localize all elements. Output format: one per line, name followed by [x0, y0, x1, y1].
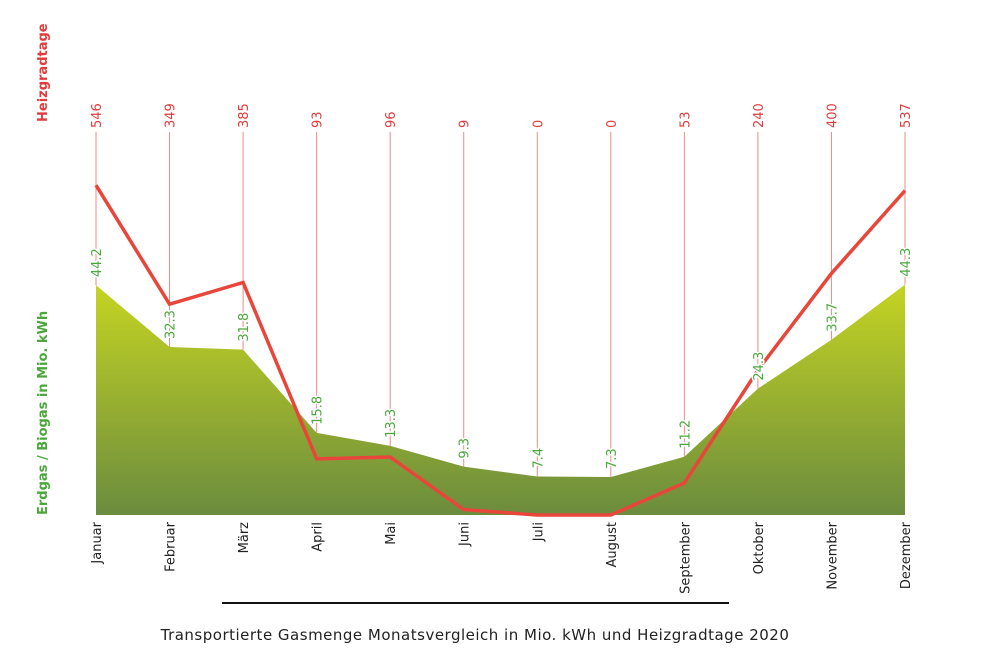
hdd-value-label: 240 [752, 103, 767, 128]
gas-value-label: 24.3 [752, 352, 767, 381]
month-tick-label: März [237, 522, 252, 554]
hdd-value-label: 385 [237, 103, 252, 128]
hdd-value-label: 93 [311, 111, 326, 128]
month-tick-label: Mai [384, 522, 399, 545]
month-tick-label: Juni [458, 522, 473, 547]
hdd-value-label: 53 [678, 111, 693, 128]
gas-axis-label: Erdgas / Biogas in Mio. kWh [36, 311, 51, 515]
hdd-value-label: 546 [90, 103, 105, 128]
month-tick-label: August [605, 522, 620, 568]
gas-value-label: 7.3 [605, 448, 620, 469]
gas-value-label: 32.3 [164, 310, 179, 339]
hdd-axis-label: Heizgradtage [36, 23, 51, 122]
hdd-value-label: 400 [825, 103, 840, 128]
month-tick-label: Oktober [752, 521, 767, 574]
month-tick-label: April [311, 522, 326, 552]
month-tick-label: September [678, 521, 693, 594]
hdd-line [94, 184, 907, 517]
hdd-value-label: 96 [384, 111, 399, 128]
gas-value-label: 11.2 [678, 420, 693, 449]
month-tick-label: Februar [164, 521, 179, 572]
month-tick-label: Januar [90, 521, 105, 564]
hdd-value-label: 537 [899, 103, 914, 128]
month-tick-label: Juli [531, 522, 546, 542]
hdd-value-label: 9 [458, 120, 473, 128]
month-tick-label: Dezember [899, 521, 914, 589]
gas-value-label: 7.4 [531, 448, 546, 469]
gas-value-label: 44.2 [90, 248, 105, 277]
gas-value-label: 15.8 [311, 396, 326, 425]
gas-value-label: 9.3 [458, 438, 473, 459]
gas-value-label: 31.8 [237, 313, 252, 342]
chart-title: Transportierte Gasmenge Monatsvergleich … [160, 626, 790, 644]
hdd-value-label: 349 [164, 103, 179, 128]
gas-value-label: 13.3 [384, 409, 399, 438]
gas-area [96, 284, 905, 515]
month-tick-label: November [825, 521, 840, 589]
hdd-value-label: 0 [531, 120, 546, 128]
hdd-value-label: 0 [605, 120, 620, 128]
gas-value-label: 44.3 [899, 248, 914, 277]
gas-value-label: 33.7 [825, 303, 840, 332]
